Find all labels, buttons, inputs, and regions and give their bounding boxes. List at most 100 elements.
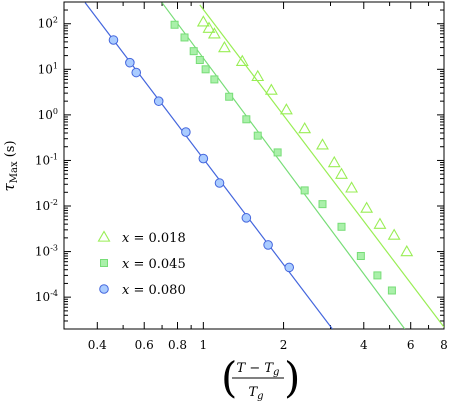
y-axis-title-main: τ [0,183,18,192]
svg-text:T − Tg: T − Tg [237,361,280,378]
square-point [180,33,189,42]
square-point [356,251,365,260]
x-axis-title-right-paren: ) [284,353,300,402]
y-axis-title-unit: (s) [3,140,18,161]
fit-line-series-2 [161,2,406,329]
triangle-point [373,217,387,229]
legend-variable: x [122,257,130,272]
x-tick-label: 0.8 [168,338,187,352]
y-tick-label: 100 [38,107,58,122]
plot-frame [63,1,445,330]
triangle-point [279,103,293,115]
circle-point [108,35,119,45]
circle-point [263,240,273,250]
y-tick-label-exponent: 0 [53,107,58,116]
y-tick-label: 10-4 [35,289,58,304]
y-tick-label-exponent: -2 [50,198,58,207]
circle-point [214,178,225,188]
y-axis-title: τMax (s) [0,140,20,191]
x-tick-label: 0.6 [135,338,154,352]
y-tick-label-exponent: -1 [50,152,58,161]
y-tick-label: 102 [38,16,58,31]
square-point [387,286,396,295]
y-tick-label: 10-2 [35,198,58,213]
triangle-point [298,121,312,134]
y-tick-label-base: 10 [35,290,50,304]
triangle-point [360,201,374,213]
svg-text:Tg: Tg [248,385,263,402]
circle-point [131,67,142,78]
square-point [273,148,282,157]
y-tick-label: 10-3 [35,244,58,259]
svg-text:τMax (s): τMax (s) [0,140,20,191]
triangle-point [251,69,265,82]
legend-value: = 0.018 [129,231,185,246]
x-axis-title-denominator-sub: g [257,391,263,402]
y-tick-label-exponent: -3 [50,244,58,253]
legend-variable: x [122,283,130,298]
y-tick-label-exponent: -4 [50,289,58,298]
circle-point [153,96,164,106]
square-point [189,47,198,56]
y-tick-label-exponent: 2 [53,16,58,25]
x-tick-label: 4 [360,338,368,352]
triangle-point [327,155,341,168]
x-axis-title-numerator-sub: g [273,367,279,378]
y-tick-label-base: 10 [38,17,53,31]
fit-lines-group [84,2,444,329]
triangle-point [387,228,401,240]
square-point [242,115,251,124]
legend-variable: x [122,231,130,246]
square-point [253,131,262,140]
y-tick-label-base: 10 [35,245,50,259]
data-points-group [108,15,414,295]
legend-label: x = 0.018 [122,231,186,246]
triangle-point [202,21,216,33]
square-point [210,75,219,84]
y-axis-title-sub: Max [9,161,20,183]
legend-label: x = 0.080 [122,283,186,298]
y-tick-label-base: 10 [38,108,53,122]
square-point [201,65,210,74]
y-tick-label-base: 10 [38,62,53,76]
square-point [300,186,309,195]
legend-marker-1 [97,230,111,242]
y-tick-label-base: 10 [35,153,50,167]
fit-line-series-3 [84,2,333,329]
triangle-point [345,181,359,193]
plot-frame-group [63,1,445,330]
square-point [195,56,204,65]
x-axis-title-denominator: T [248,385,258,400]
circle-point [284,262,295,273]
fit-line-series-1 [199,4,444,328]
triangle-point [335,167,348,179]
x-tick-label: 2 [280,338,288,352]
triangle-point [316,138,329,150]
triangle-point [196,15,210,27]
legend-label: x = 0.045 [122,257,186,272]
x-axis-title-numerator: T − T [237,361,275,376]
x-tick-label: 8 [440,338,448,352]
y-tick-label: 10-1 [35,152,58,167]
triangle-point [217,40,231,53]
x-axis-title-left-paren: ( [221,353,237,402]
y-tick-label-exponent: 1 [53,61,58,70]
square-point [318,200,327,209]
triangle-point [264,83,278,95]
square-point [337,222,346,231]
legend-value: = 0.080 [129,283,185,298]
triangle-point [235,54,249,66]
triangle-point [400,244,414,257]
x-tick-label: 6 [407,338,415,352]
legend-marker-2 [100,259,108,267]
circle-point [125,57,135,68]
x-tick-label: 0.4 [88,338,107,352]
circle-point [198,153,209,164]
x-axis-title: ( T − Tg Tg ) [221,353,300,402]
square-point [170,20,179,29]
legend-marker-3 [99,284,109,294]
x-tick-labels-group: 0.4 0.6 0.8 1 2 4 6 8 [88,338,448,352]
